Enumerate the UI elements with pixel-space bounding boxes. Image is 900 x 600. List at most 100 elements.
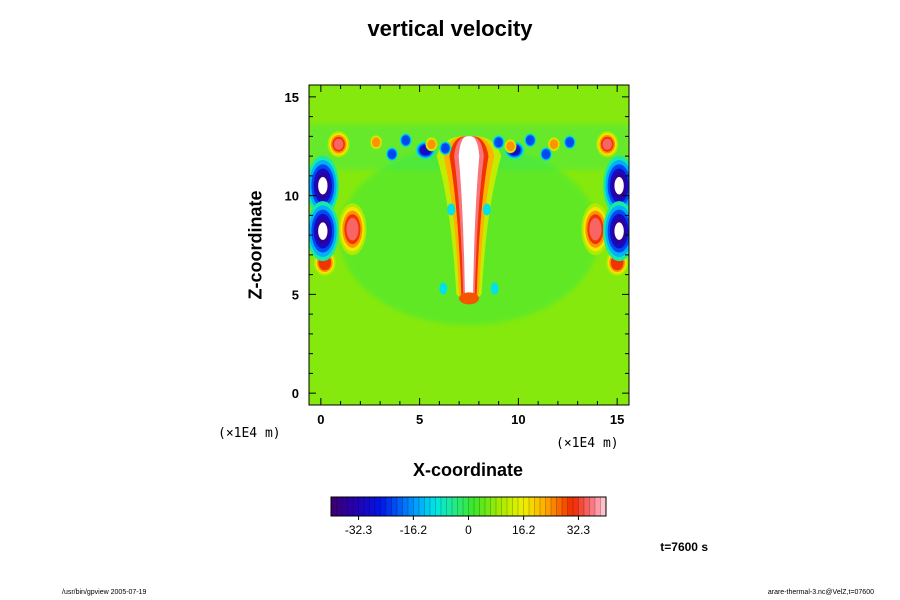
colorbar-cell-4 [353,497,359,516]
x-axis-label: X-coordinate [412,460,523,480]
plot-frame [308,84,630,406]
downdraft-7-level-5 [318,176,328,195]
colorbar-cell-24 [463,497,469,516]
colorbar-label-1: -16.2 [400,523,428,537]
x-tick-label-15: 15 [610,412,624,427]
colorbar-cell-31 [501,497,508,516]
top-cell-4-level-2 [494,137,503,148]
colorbar-cell-29 [490,497,497,516]
top-cell-9-level-2 [387,149,397,160]
colorbar-cell-8 [375,497,381,516]
colorbar-cell-34 [518,497,524,516]
y-tick-label-15: 15 [285,90,299,105]
colorbar-cell-47 [589,497,596,516]
colorbar-cell-20 [441,497,447,516]
top-cell-8-level-2 [565,137,575,148]
colorbar-cell-42 [562,497,568,516]
colorbar-cell-37 [534,497,541,516]
colorbar-cell-39 [545,497,552,516]
colorbar-cell-17 [424,497,431,516]
colorbar-label-4: 32.3 [567,523,591,537]
colorbar-cell-22 [452,497,458,516]
colorbar-cell-41 [556,497,563,516]
downdraft-8-level-5 [614,176,624,195]
top-cell-7-level-2 [549,139,559,150]
x-tick-label-0: 0 [317,412,324,427]
colorbar-cell-38 [540,497,546,516]
colorbar-label-2: 0 [465,523,472,537]
colorbar-cell-25 [468,497,475,516]
colorbar-cell-45 [578,497,585,516]
cyan-spot-2 [447,203,456,216]
x-tick-label-5: 5 [416,412,423,427]
top-cell-1-level-2 [401,135,411,146]
x-tick-label-10: 10 [511,412,525,427]
top-cell-2-level-2 [427,139,436,150]
colorbar-cell-13 [402,497,409,516]
top-cell-0-level-2 [371,137,381,148]
updraft-3-level-4 [333,138,344,150]
colorbar-cell-46 [584,497,590,516]
colorbar-cell-44 [573,497,579,516]
cyan-spot-1 [490,282,499,295]
colorbar-cell-33 [512,497,519,516]
top-cell-5-level-2 [506,141,515,152]
y-tick-label-0: 0 [292,386,299,401]
colorbar: -32.3 -16.2 0 16.2 32.3 [330,496,607,537]
colorbar-cell-48 [595,497,601,516]
y-tick-label-5: 5 [292,287,299,302]
plot-axes: 0 5 10 15 0 5 10 15 [285,84,630,427]
cyan-spot-0 [439,282,448,295]
colorbar-cell-1 [336,497,343,516]
colorbar-cell-27 [479,497,486,516]
colorbar-cell-9 [380,497,387,516]
y-tick-label-10: 10 [285,189,299,204]
updraft-plume-level-4 [458,136,480,297]
colorbar-cell-36 [529,497,535,516]
colorbar-cell-10 [386,497,392,516]
colorbar-cell-3 [347,497,354,516]
colorbar-cell-18 [430,497,436,516]
colorbar-cell-40 [551,497,557,516]
colorbar-cell-28 [485,497,491,516]
colorbar-cell-32 [507,497,513,516]
colorbar-cell-21 [446,497,453,516]
colorbar-cell-14 [408,497,414,516]
updraft-2-level-4 [589,217,602,241]
cyan-spot-3 [482,203,491,216]
footer-left: /usr/bin/gpview 2005-07-19 [62,589,147,596]
plume-base [459,292,479,305]
x-unit-label: (×1E4 m) [556,436,619,451]
colorbar-cell-15 [413,497,420,516]
colorbar-cell-43 [567,497,574,516]
top-cell-3-level-2 [440,143,450,154]
colorbar-cell-0 [331,497,337,516]
downdraft-10-level-5 [614,222,624,240]
colorbar-cell-30 [496,497,502,516]
colorbar-cell-26 [474,497,480,516]
colorbar-cell-2 [342,497,348,516]
top-cell-6-level-2 [525,135,535,146]
top-cell-10-level-2 [541,149,551,160]
time-label: t=7600 s [660,540,708,554]
colorbar-cell-16 [419,497,425,516]
chart-title: vertical velocity [367,16,533,41]
colorbar-cell-35 [523,497,530,516]
colorbar-cell-11 [391,497,398,516]
colorbar-cell-5 [358,497,365,516]
heatmap-field [309,85,629,405]
colorbar-cell-23 [457,497,464,516]
heatmap-plot-area [309,85,629,405]
colorbar-label-3: 16.2 [512,523,536,537]
z-unit-label: (×1E4 m) [218,426,281,441]
colorbar-cell-49 [600,497,607,516]
updraft-1-level-4 [346,217,359,241]
colorbar-cell-6 [364,497,370,516]
colorbar-label-0: -32.3 [345,523,373,537]
footer-right: arare-thermal-3.nc@VelZ,t=07600 [767,589,874,596]
colorbar-cell-12 [397,497,403,516]
colorbar-cell-7 [369,497,376,516]
updraft-4-level-4 [602,138,613,150]
colorbar-cell-19 [435,497,442,516]
